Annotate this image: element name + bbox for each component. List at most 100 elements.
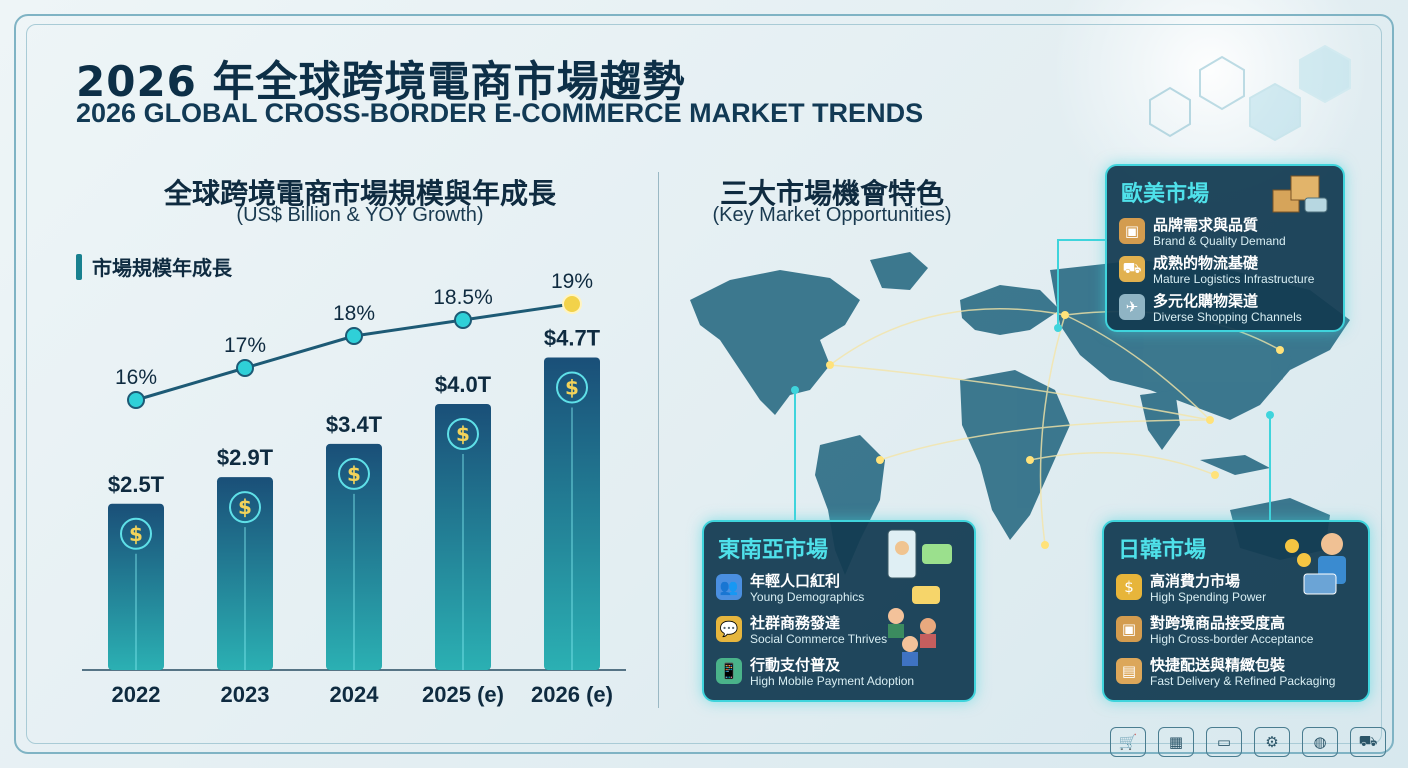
item-zh: 高消費力市場	[1150, 572, 1241, 590]
panel-jp-kr: 日韓市場 $ 高消費力市場 High Spending Power ▣ 對跨境商…	[1102, 520, 1370, 702]
cart-icon: 🛒	[1110, 727, 1146, 757]
growth-label-4: 19%	[551, 270, 593, 293]
growth-marker-1	[236, 359, 254, 377]
boxes-icon: ▦	[1158, 727, 1194, 757]
item-en: High Cross-border Acceptance	[1150, 632, 1314, 646]
category-label-1: 2023	[221, 682, 270, 707]
list-item: 📱 行動支付普及 High Mobile Payment Adoption	[716, 656, 914, 689]
phone-icon: 📱	[716, 658, 742, 684]
dollar-icon-0: $	[129, 522, 143, 546]
growth-label-0: 16%	[115, 366, 157, 389]
item-zh: 快捷配送與精緻包裝	[1150, 656, 1286, 674]
chart-legend: 市場規模年成長	[76, 252, 232, 281]
africa-shape	[960, 370, 1070, 540]
bottom-icon-bar: 🛒 ▦ ▭ ⚙ ◍ ⛟	[1094, 724, 1394, 760]
growth-marker-0	[127, 391, 145, 409]
item-en: High Spending Power	[1150, 590, 1267, 604]
boxes-icon	[1269, 172, 1331, 222]
category-label-2: 2024	[330, 682, 380, 707]
value-label-2: $3.4T	[326, 412, 383, 437]
item-zh: 年輕人口紅利	[750, 572, 841, 590]
phone-chat-illustration	[884, 526, 964, 676]
list-item: ✈ 多元化購物渠道 Diverse Shopping Channels	[1119, 292, 1302, 325]
dollar-icon-2: $	[347, 462, 361, 486]
list-item: ▣ 對跨境商品接受度高 High Cross-border Acceptance	[1116, 614, 1313, 647]
greenland-shape	[870, 252, 928, 290]
europe-shape	[960, 285, 1060, 335]
growth-label-3: 18.5%	[433, 286, 493, 309]
opportunities-subtitle: (Key Market Opportunities)	[712, 204, 952, 226]
panel-sea: 東南亞市場 👥 年輕人口紅利 Young Demographics 💬 社群商務…	[702, 520, 976, 702]
coins-icon: $	[1116, 574, 1142, 600]
opportunities-title: 三大市場機會特色	[719, 177, 944, 210]
gear-icon: ⚙	[1254, 727, 1290, 757]
truck-icon: ⛟	[1119, 256, 1145, 282]
list-item: ▤ 快捷配送與精緻包裝 Fast Delivery & Refined Pack…	[1116, 656, 1335, 689]
item-en: Diverse Shopping Channels	[1153, 310, 1302, 324]
dollar-icon-1: $	[238, 495, 252, 519]
package-icon: ▤	[1116, 658, 1142, 684]
growth-label-2: 18%	[333, 302, 375, 325]
item-en: Young Demographics	[750, 590, 865, 604]
page-title: 2026 年全球跨境電商市場趨勢	[76, 57, 686, 106]
people-icon: 👥	[716, 574, 742, 600]
item-zh: 多元化購物渠道	[1153, 292, 1259, 310]
growth-marker-2	[345, 327, 363, 345]
list-item: 💬 社群商務發達 Social Commerce Thrives	[716, 614, 887, 647]
panel-jp-kr-title: 日韓市場	[1118, 538, 1207, 563]
growth-marker-3	[454, 311, 472, 329]
value-label-0: $2.5T	[108, 472, 165, 497]
dollar-ring-1	[229, 491, 261, 524]
growth-marker-4	[562, 294, 582, 314]
item-zh: 成熟的物流基礎	[1153, 254, 1259, 272]
hexagon-decor	[1149, 44, 1351, 142]
box-icon: ▣	[1119, 218, 1145, 244]
legend-label: 市場規模年成長	[92, 256, 232, 280]
category-label-4: 2026 (e)	[531, 682, 613, 707]
dollar-icon-4: $	[565, 375, 579, 399]
parcel-icon: ▣	[1116, 616, 1142, 642]
chart-title: 全球跨境電商市場規模與年成長	[163, 177, 556, 210]
airplane-icon: ✈	[1119, 294, 1145, 320]
north-america-shape	[690, 270, 860, 415]
dollar-icon-3: $	[456, 422, 470, 446]
legend-swatch	[76, 253, 82, 280]
list-item: ⛟ 成熟的物流基礎 Mature Logistics Infrastructur…	[1119, 254, 1314, 287]
value-label-1: $2.9T	[217, 445, 274, 470]
category-label-0: 2022	[112, 682, 161, 707]
value-label-3: $4.0T	[435, 372, 492, 397]
item-en: Brand & Quality Demand	[1153, 234, 1286, 248]
chat-icon: 💬	[716, 616, 742, 642]
market-size-chart: $ $2.5T 2022 $ $2.9T 2023 $ $3.4T 2024 $ $4.0T 2025…	[82, 270, 626, 707]
dollar-ring-3	[447, 418, 479, 450]
trolley-icon: ⛟	[1350, 727, 1386, 757]
panel-na-eu-title: 歐美市場	[1121, 182, 1210, 207]
payment-icon: ▭	[1206, 727, 1242, 757]
dollar-ring-2	[338, 457, 370, 490]
item-en: Fast Delivery & Refined Packaging	[1150, 674, 1336, 688]
item-en: High Mobile Payment Adoption	[750, 674, 915, 688]
section-divider	[658, 172, 659, 708]
globe-icon: ◍	[1302, 727, 1338, 757]
chart-subtitle: (US$ Billion & YOY Growth)	[236, 204, 484, 226]
growth-label-1: 17%	[224, 334, 266, 357]
panel-na-eu: 歐美市場 ▣ 品牌需求與品質 Brand & Quality Demand ⛟ …	[1105, 164, 1345, 332]
item-zh: 對跨境商品接受度高	[1150, 614, 1286, 632]
south-america-shape	[815, 435, 885, 575]
indonesia-shape	[1200, 455, 1270, 475]
item-zh: 社群商務發達	[750, 614, 841, 632]
category-label-3: 2025 (e)	[422, 682, 504, 707]
list-item: 👥 年輕人口紅利 Young Demographics	[716, 572, 864, 605]
item-zh: 行動支付普及	[750, 656, 841, 674]
shopper-illustration	[1278, 528, 1358, 598]
value-label-4: $4.7T	[544, 325, 601, 350]
item-en: Social Commerce Thrives	[750, 632, 888, 646]
panel-sea-title: 東南亞市場	[718, 538, 829, 563]
dollar-ring-4	[556, 371, 588, 404]
list-item: $ 高消費力市場 High Spending Power	[1116, 572, 1266, 605]
page-subtitle: 2026 GLOBAL CROSS-BORDER E-COMMERCE MARK…	[76, 98, 924, 128]
list-item: ▣ 品牌需求與品質 Brand & Quality Demand	[1119, 216, 1286, 249]
item-en: Mature Logistics Infrastructure	[1153, 272, 1315, 286]
item-zh: 品牌需求與品質	[1153, 216, 1259, 234]
dollar-ring-0	[120, 517, 152, 550]
